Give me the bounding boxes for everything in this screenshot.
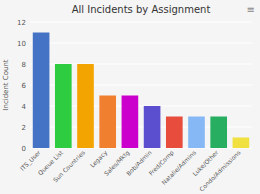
bar: [55, 64, 72, 148]
bar: [144, 106, 161, 148]
bar: [99, 96, 116, 149]
bar: [77, 64, 94, 148]
bar: [233, 138, 250, 149]
y-tick-label: 0: [22, 145, 26, 153]
y-tick-label: 4: [22, 103, 27, 111]
bar: [33, 33, 50, 149]
bar: [122, 96, 139, 149]
y-tick-label: 10: [17, 40, 26, 48]
x-tick-label: Legacy: [88, 148, 109, 169]
title: All Incidents by Assignment: [72, 4, 211, 15]
y-axis: 0 2 4 6 8 10 12: [17, 19, 252, 153]
bar: [166, 117, 183, 149]
chart: 0 2 4 6 8 10 12 ITS_UserQueue ListSun Countries…: [0, 0, 260, 194]
y-tick-label: 8: [22, 61, 26, 69]
background: [0, 0, 260, 194]
y-tick-label: 6: [22, 82, 27, 90]
grid-line: [30, 43, 252, 44]
menu-icon: ≡: [247, 4, 255, 15]
x-tick-label: Sun Countries: [51, 149, 86, 184]
y-tick-label: 12: [17, 19, 26, 27]
grid-line: [30, 22, 252, 23]
x-tick-label: Natalie/Admins: [160, 149, 197, 186]
x-axis: ITS_UserQueue ListSun CountriesLegacySal…: [19, 148, 242, 192]
bar: [188, 117, 205, 149]
bar: [210, 117, 227, 149]
y-axis-label: Incident Count: [2, 59, 10, 110]
y-tick-label: 2: [22, 124, 26, 132]
x-tick-label: Condo/Admissions: [198, 149, 242, 193]
bars: [33, 33, 249, 149]
